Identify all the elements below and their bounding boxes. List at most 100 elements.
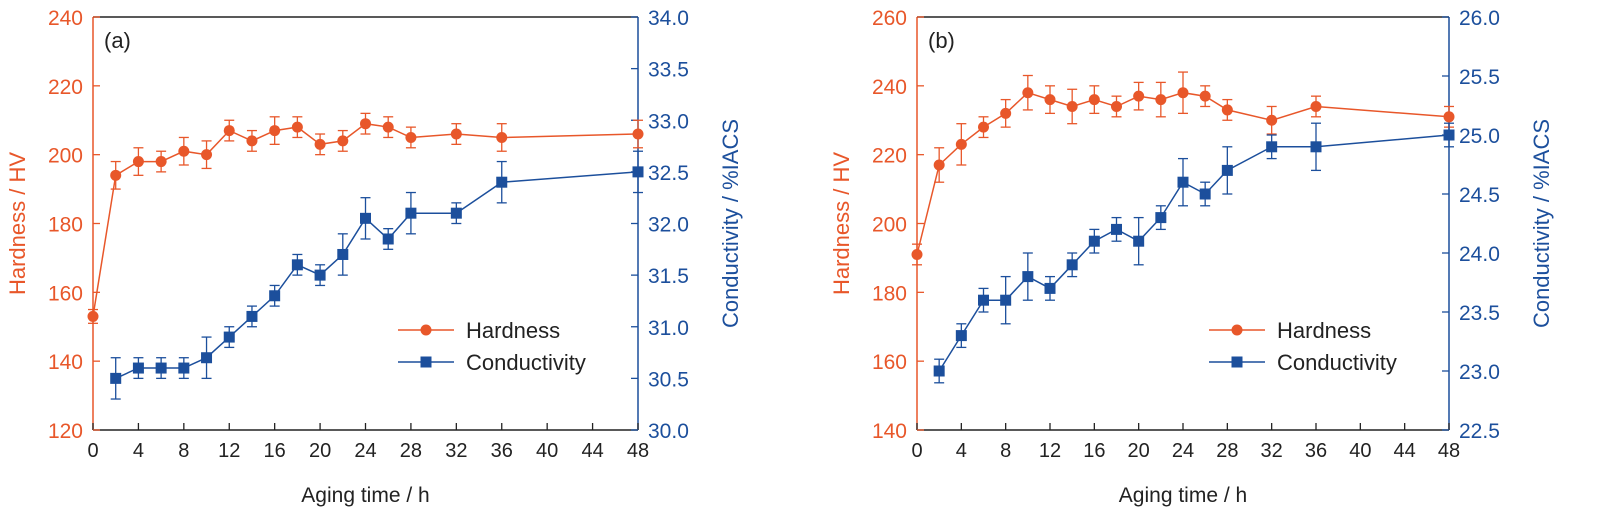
y-right-tick-label: 24.0 bbox=[1459, 243, 1500, 266]
conductivity-point bbox=[978, 294, 989, 306]
legend-conductivity-marker bbox=[1231, 356, 1243, 368]
y-right-tick-label: 32.0 bbox=[648, 214, 689, 237]
hardness-point bbox=[223, 125, 235, 137]
hardness-point bbox=[1199, 90, 1211, 102]
conductivity-series-line bbox=[938, 134, 1450, 372]
x-tick-label: 36 bbox=[1305, 440, 1327, 462]
x-tick-label: 8 bbox=[1000, 440, 1011, 462]
hardness-point bbox=[1000, 107, 1012, 119]
y-left-tick-label: 140 bbox=[872, 420, 907, 443]
hardness-point bbox=[1133, 90, 1145, 102]
y-right-tick-label: 33.5 bbox=[648, 59, 689, 82]
conductivity-point bbox=[1443, 129, 1455, 141]
conductivity-point bbox=[314, 269, 326, 281]
conductivity-point bbox=[223, 331, 235, 343]
legend-hardness-label: Hardness bbox=[466, 318, 560, 343]
x-axis-title: Aging time / h bbox=[1119, 484, 1247, 507]
x-tick-label: 32 bbox=[1261, 440, 1283, 462]
x-tick-label: 24 bbox=[354, 440, 376, 462]
x-axis-title: Aging time / h bbox=[301, 484, 429, 507]
y-right-tick-label: 34.0 bbox=[648, 7, 689, 30]
y-left-tick-label: 180 bbox=[872, 282, 907, 305]
hardness-point bbox=[1221, 104, 1233, 116]
conductivity-point bbox=[337, 248, 349, 260]
y-left-axis-title: Hardness / HV bbox=[829, 152, 854, 295]
hardness-point bbox=[155, 156, 167, 168]
hardness-point bbox=[1310, 100, 1322, 112]
x-tick-label: 20 bbox=[1128, 440, 1150, 462]
y-right-tick-label: 23.5 bbox=[1459, 302, 1500, 325]
x-tick-label: 0 bbox=[87, 440, 98, 462]
x-tick-label: 8 bbox=[178, 440, 189, 462]
conductivity-point bbox=[1066, 259, 1078, 271]
hardness-point bbox=[933, 159, 945, 171]
legend-hardness-label: Hardness bbox=[1277, 318, 1371, 343]
y-right-tick-label: 30.5 bbox=[648, 368, 689, 391]
hardness-point bbox=[1088, 94, 1100, 106]
conductivity-point bbox=[632, 166, 644, 178]
x-tick-label: 48 bbox=[627, 440, 649, 462]
hardness-point bbox=[955, 138, 967, 150]
conductivity-point bbox=[246, 310, 258, 322]
x-tick-label: 48 bbox=[1438, 440, 1460, 462]
conductivity-point bbox=[933, 365, 945, 377]
conductivity-point bbox=[110, 372, 122, 384]
legend-conductivity-label: Conductivity bbox=[466, 350, 586, 375]
conductivity-point bbox=[955, 330, 967, 342]
y-left-tick-label: 160 bbox=[48, 282, 83, 305]
conductivity-point bbox=[1088, 235, 1100, 247]
x-tick-label: 28 bbox=[400, 440, 422, 462]
y-right-tick-label: 31.5 bbox=[648, 265, 689, 288]
hardness-point bbox=[269, 125, 281, 137]
y-right-tick-label: 25.0 bbox=[1459, 125, 1500, 148]
hardness-point bbox=[201, 149, 213, 161]
hardness-point bbox=[1022, 87, 1034, 99]
x-tick-label: 44 bbox=[1394, 440, 1416, 462]
hardness-point bbox=[911, 248, 923, 260]
hardness-point bbox=[450, 128, 462, 140]
conductivity-point bbox=[1177, 176, 1189, 188]
x-tick-label: 0 bbox=[911, 440, 922, 462]
panel-label: (b) bbox=[928, 28, 955, 53]
hardness-point bbox=[178, 145, 190, 157]
y-right-tick-label: 22.5 bbox=[1459, 420, 1500, 443]
conductivity-point bbox=[1000, 294, 1012, 306]
conductivity-point bbox=[450, 207, 462, 219]
panel-label: (a) bbox=[104, 28, 131, 53]
y-left-tick-label: 220 bbox=[872, 145, 907, 168]
hardness-point bbox=[360, 118, 371, 130]
y-right-tick-label: 30.0 bbox=[648, 420, 689, 443]
chart-b-svg: 0 4 8 12 16 20 24 28 32 36 40 44 4814016018020022024… bbox=[829, 7, 1554, 507]
conductivity-series-line bbox=[115, 171, 639, 380]
conductivity-point bbox=[132, 362, 144, 374]
conductivity-point bbox=[269, 290, 281, 302]
y-right-axis-title: Conductivity / %IACS bbox=[718, 119, 743, 328]
x-tick-label: 40 bbox=[1349, 440, 1371, 462]
conductivity-point bbox=[1266, 141, 1278, 153]
hardness-point bbox=[382, 121, 394, 133]
y-left-tick-label: 240 bbox=[872, 76, 907, 99]
hardness-point bbox=[132, 156, 144, 168]
x-tick-label: 12 bbox=[218, 440, 240, 462]
x-tick-label: 24 bbox=[1172, 440, 1194, 462]
y-left-tick-label: 260 bbox=[872, 7, 907, 30]
chart-a-svg: 0 4 8 12 16 20 24 28 32 36 40 44 4812014016018020022… bbox=[5, 7, 743, 507]
y-left-tick-label: 120 bbox=[48, 420, 83, 443]
y-right-tick-label: 24.5 bbox=[1459, 184, 1500, 207]
hardness-point bbox=[405, 131, 417, 143]
x-tick-label: 16 bbox=[1083, 440, 1105, 462]
hardness-point bbox=[110, 169, 122, 181]
hardness-point bbox=[246, 135, 258, 147]
conductivity-point bbox=[291, 259, 303, 271]
conductivity-point bbox=[1199, 188, 1211, 200]
x-tick-label: 4 bbox=[956, 440, 967, 462]
conductivity-point bbox=[1133, 235, 1145, 247]
conductivity-point bbox=[1221, 164, 1233, 176]
hardness-point bbox=[1066, 100, 1078, 112]
x-tick-label: 16 bbox=[264, 440, 286, 462]
conductivity-point bbox=[178, 362, 190, 374]
conductivity-point bbox=[1044, 282, 1056, 294]
y-left-tick-label: 220 bbox=[48, 76, 83, 99]
legend-conductivity-marker bbox=[420, 356, 432, 368]
y-left-axis-title: Hardness / HV bbox=[5, 152, 30, 295]
